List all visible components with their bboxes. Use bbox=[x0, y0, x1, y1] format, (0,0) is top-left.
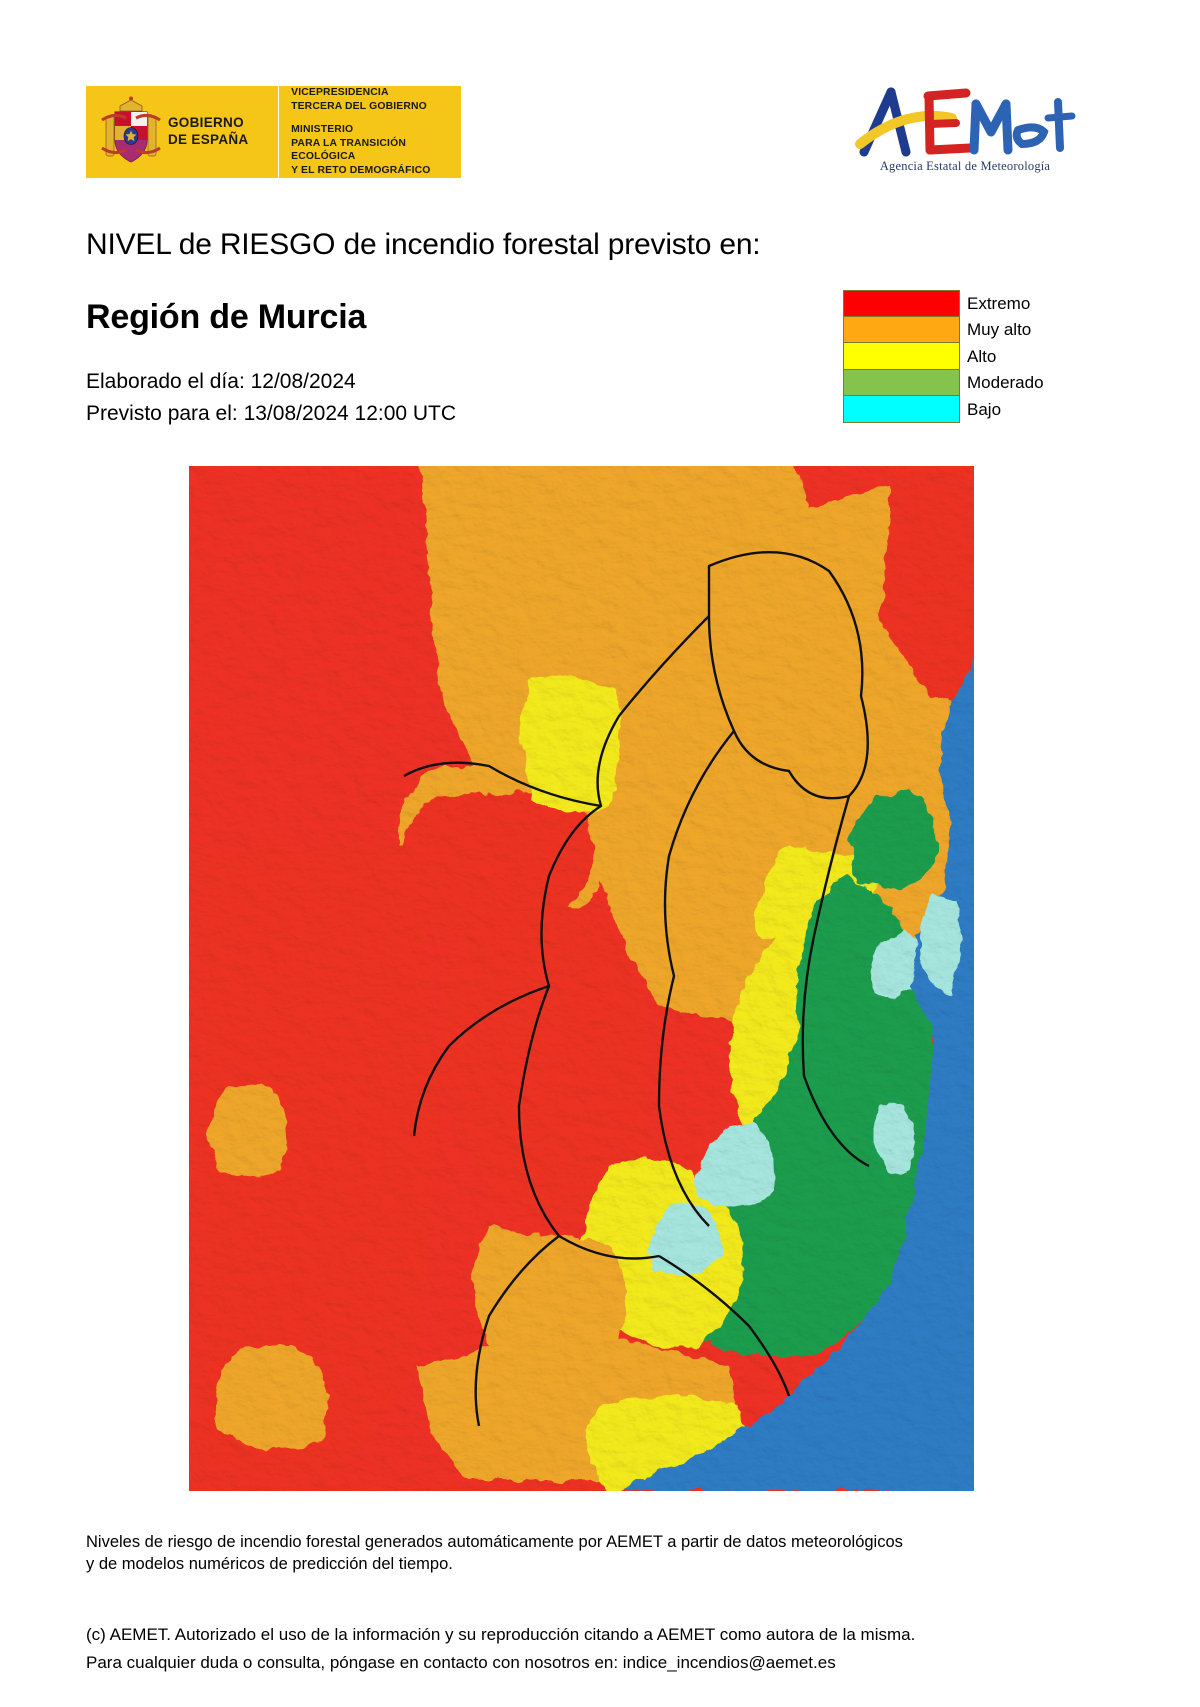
risk-map bbox=[189, 466, 974, 1491]
legend-swatch-muy-alto bbox=[843, 316, 960, 343]
escudo-de-espana-icon bbox=[100, 96, 162, 168]
footer-note-line1: Niveles de riesgo de incendio forestal g… bbox=[86, 1533, 903, 1551]
gobierno-logo-left: GOBIERNO DE ESPAÑA bbox=[86, 86, 278, 178]
date-block: Elaborado el día: 12/08/2024 Previsto pa… bbox=[86, 366, 456, 430]
legend-item-moderado: Moderado bbox=[843, 369, 1044, 396]
legend-label-alto: Alto bbox=[967, 346, 997, 366]
logo-divider bbox=[278, 86, 280, 178]
page-title: NIVEL de RIESGO de incendio forestal pre… bbox=[86, 228, 761, 261]
risk-map-graphic bbox=[189, 466, 974, 1491]
legend-label-muy-alto: Muy alto bbox=[967, 320, 1032, 340]
region-title: Región de Murcia bbox=[86, 298, 367, 336]
footer-copyright-line1: (c) AEMET. Autorizado el uso de la infor… bbox=[86, 1625, 916, 1644]
legend-label-moderado: Moderado bbox=[967, 373, 1044, 393]
aemet-subtitle: Agencia Estatal de Meteorología bbox=[879, 159, 1051, 173]
vicepresidencia-line1: VICEPRESIDENCIA bbox=[291, 87, 389, 99]
legend-swatch-alto bbox=[843, 343, 960, 370]
legend-label-bajo: Bajo bbox=[967, 399, 1002, 419]
legend-swatch-moderado bbox=[843, 369, 960, 396]
footer-note-line2: y de modelos numéricos de predicción del… bbox=[86, 1554, 453, 1573]
vicepresidencia-line2: TERCERA DEL GOBIERNO bbox=[291, 101, 427, 113]
aemet-wordmark-icon bbox=[855, 87, 1076, 157]
gobierno-de-espana-logo: GOBIERNO DE ESPAÑA VICEPRESIDENCIA TERCE… bbox=[86, 86, 461, 178]
legend-swatch-extremo bbox=[843, 290, 960, 317]
footer-copyright: (c) AEMET. Autorizado el uso de la infor… bbox=[86, 1621, 1116, 1676]
page-header: GOBIERNO DE ESPAÑA VICEPRESIDENCIA TERCE… bbox=[0, 86, 1200, 186]
ministerio-line1: MINISTERIO bbox=[291, 123, 354, 135]
legend-item-extremo: Extremo bbox=[843, 290, 1044, 317]
legend-item-alto: Alto bbox=[843, 343, 1044, 370]
ministry-label: VICEPRESIDENCIA TERCERA DEL GOBIERNO MIN… bbox=[279, 86, 461, 177]
elaborado-date: Elaborado el día: 12/08/2024 bbox=[86, 370, 356, 393]
footer-note: Niveles de riesgo de incendio forestal g… bbox=[86, 1532, 1116, 1576]
legend-item-muy-alto: Muy alto bbox=[843, 316, 1044, 343]
ministerio-line3: Y EL RETO DEMOGRÁFICO bbox=[291, 164, 431, 176]
previsto-date: Previsto para el: 13/08/2024 12:00 UTC bbox=[86, 401, 457, 425]
vicepresidencia-block: VICEPRESIDENCIA TERCERA DEL GOBIERNO bbox=[291, 86, 461, 113]
legend-swatch-bajo bbox=[843, 396, 960, 423]
gobierno-label-line2: DE ESPAÑA bbox=[168, 132, 249, 147]
gobierno-label-line1: GOBIERNO bbox=[168, 115, 244, 131]
gobierno-label: GOBIERNO DE ESPAÑA bbox=[168, 115, 248, 149]
ministerio-line2: PARA LA TRANSICIÓN ECOLÓGICA bbox=[291, 137, 406, 163]
legend-label-extremo: Extremo bbox=[967, 293, 1031, 313]
legend-item-bajo: Bajo bbox=[843, 396, 1044, 423]
footer-copyright-line2: Para cualquier duda o consulta, póngase … bbox=[86, 1652, 836, 1672]
ministerio-block: MINISTERIO PARA LA TRANSICIÓN ECOLÓGICA … bbox=[291, 123, 461, 178]
risk-legend: Extremo Muy alto Alto Moderado Bajo bbox=[843, 290, 1044, 423]
aemet-logo: Agencia Estatal de Meteorología bbox=[850, 82, 1080, 187]
